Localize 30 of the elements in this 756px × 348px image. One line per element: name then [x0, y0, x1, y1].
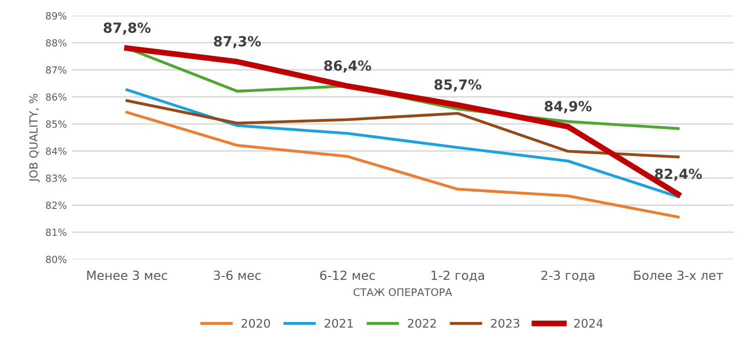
y-tick-label: 81%	[46, 228, 66, 236]
y-tick-label: 87%	[46, 66, 66, 74]
y-tick-label: 82%	[46, 202, 66, 209]
y-tick-label: 83%	[46, 174, 66, 182]
legend-label: 2021	[324, 318, 353, 328]
y-tick-label: 89%	[46, 12, 66, 20]
x-tick-label: Более 3-х лет	[634, 270, 724, 280]
x-tick-label: Менее 3 мес	[87, 270, 168, 280]
x-tick-label: 1-2 года	[432, 270, 484, 282]
legend-label: 2022	[408, 318, 436, 328]
legend-label: 2023	[491, 318, 520, 328]
line-series	[126, 99, 680, 158]
data-label: 87,8%	[104, 22, 151, 35]
y-axis-title: JOB QUALITY, %	[29, 94, 40, 182]
y-tick-label: 84%	[46, 147, 66, 155]
data-label: 84,9%	[544, 100, 592, 114]
legend-label: 2024	[574, 318, 603, 328]
data-label: 87,3%	[214, 36, 261, 48]
x-tick-label: 6-12 мес	[320, 270, 375, 280]
data-label: 86,4%	[324, 60, 372, 73]
y-tick-label: 85%	[46, 120, 66, 128]
data-label: 82,4%	[654, 168, 702, 181]
y-tick-label: 80%	[46, 256, 66, 264]
legend-label: 2020	[242, 318, 270, 328]
x-tick-label: 3-6 мес	[214, 270, 261, 280]
x-tick-label: 2-3 года	[541, 270, 594, 282]
data-label: 85,7%	[434, 79, 482, 92]
x-axis-title: СТАЖ ОПЕРАТОРА	[354, 288, 452, 296]
y-tick-label: 86%	[46, 93, 66, 101]
y-tick-label: 88%	[46, 39, 66, 47]
